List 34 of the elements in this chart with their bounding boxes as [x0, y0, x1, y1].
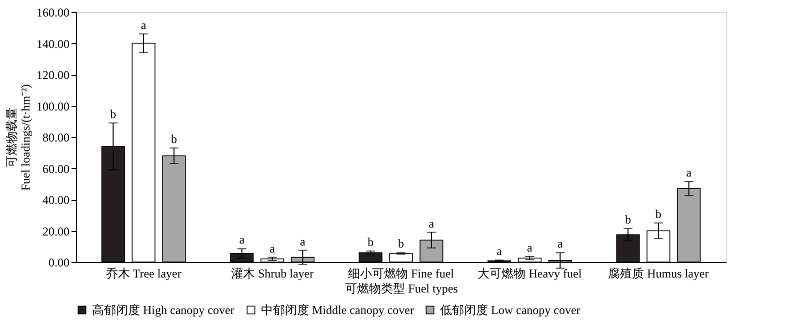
y-tick-label: 40.00 [42, 193, 70, 207]
y-tick-label: 100.00 [36, 99, 70, 114]
x-tick-label: 大可燃物 Heavy fuel [478, 266, 582, 280]
annotation: b [625, 212, 632, 226]
annotation: a [557, 236, 564, 251]
x-tick-label: 细小可燃物 Fine fuel [348, 266, 455, 280]
y-axis-title: 可燃物载量 Fuel loadings/(t·hm⁻²) [4, 84, 32, 191]
annotation: a [428, 216, 435, 230]
y-tick-label: 60.00 [42, 162, 70, 176]
x-axis-title: 可燃物类型 Fuel types [345, 282, 458, 296]
annotation: a [270, 241, 276, 256]
x-tick-label: 腐殖质 Humus layer [608, 266, 709, 280]
annotation: b [368, 235, 374, 250]
legend-label: 高郁闭度 High canopy cover [92, 303, 234, 317]
x-tick-label: 乔木 Tree layer [106, 266, 182, 280]
y-tick-label: 160.00 [36, 6, 70, 20]
annotation: b [398, 236, 404, 251]
annotation: a [140, 18, 147, 32]
legend-label: 中郁闭度 Middle canopy cover [261, 303, 414, 317]
annotation: a [239, 232, 246, 247]
annotation: a [300, 234, 306, 248]
annotation: a [686, 166, 692, 180]
annotation: b [110, 106, 116, 121]
y-tick-label: 20.00 [42, 224, 70, 238]
annotation: a [496, 244, 503, 258]
annotation: b [655, 206, 662, 221]
annotation: a [527, 240, 534, 255]
x-tick-label: 灌木 Shrub layer [230, 266, 314, 280]
y-tick-label: 80.00 [42, 130, 70, 144]
annotation: b [170, 132, 177, 146]
legend-label: 低郁闭度 Low canopy cover [440, 303, 580, 317]
y-tick-label: 120.00 [36, 68, 70, 82]
y-tick-label: 140.00 [36, 36, 70, 51]
y-tick-label: 0.00 [48, 256, 70, 270]
